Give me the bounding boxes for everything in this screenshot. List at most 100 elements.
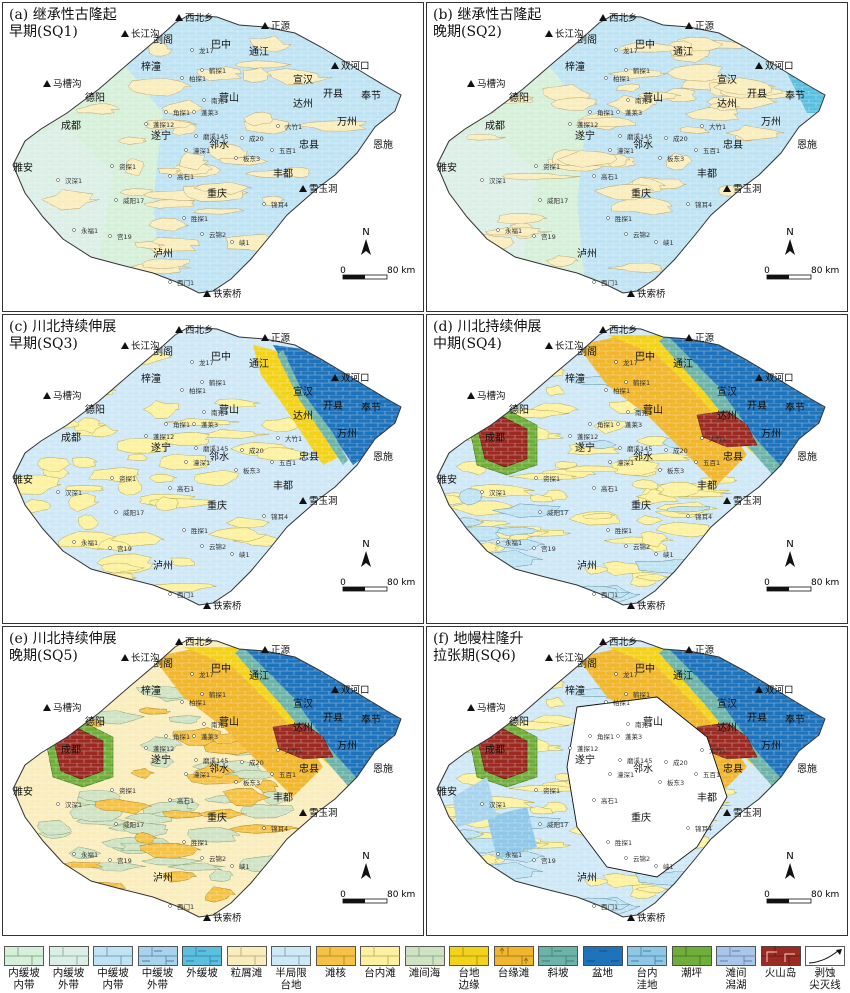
outcrop-label: 双河口 bbox=[765, 60, 794, 72]
city-label: 剑阁 bbox=[577, 345, 597, 358]
legend-swatch bbox=[627, 946, 667, 966]
well-label: 蓬探12 bbox=[153, 432, 174, 441]
city-label: 剑阁 bbox=[153, 657, 173, 670]
legend-label: 火山岛 bbox=[764, 967, 797, 979]
well-label: 永福1 bbox=[81, 850, 98, 859]
outcrop-label: 双河口 bbox=[341, 372, 370, 384]
well-label: 高石1 bbox=[601, 172, 618, 181]
panel-title: (d) 川北持续伸展 中期(SQ4) bbox=[433, 319, 542, 352]
city-label: 奉节 bbox=[785, 713, 805, 726]
well-label: 柏探1 bbox=[613, 386, 630, 395]
legend-label: 滩间 潟湖 bbox=[725, 967, 747, 991]
legend-item: 粒屑滩 bbox=[225, 946, 269, 979]
well-label: 鹤探1 bbox=[633, 690, 650, 699]
well-label: 蓬探12 bbox=[577, 432, 598, 441]
well-label: 资探1 bbox=[543, 162, 560, 171]
well-label: 龙17 bbox=[199, 670, 214, 679]
well-label: 胜探1 bbox=[615, 214, 632, 223]
city-label: 重庆 bbox=[207, 811, 227, 824]
legend-item: 外缓坡 bbox=[180, 946, 224, 979]
city-label: 达州 bbox=[717, 722, 737, 734]
well-label: 成20 bbox=[673, 134, 688, 143]
city-label: 万州 bbox=[761, 116, 781, 128]
legend-swatch bbox=[271, 946, 311, 966]
well-label: 高石1 bbox=[177, 796, 194, 805]
north-label: N bbox=[362, 227, 369, 238]
legend-item: 台地 边缘 bbox=[447, 946, 491, 991]
outcrop-label: 正源 bbox=[271, 333, 291, 344]
city-label: 雅安 bbox=[13, 473, 33, 486]
outcrop-label: 铁索桥 bbox=[637, 912, 666, 924]
city-label: 梓潼 bbox=[565, 60, 585, 73]
well-label: 板东3 bbox=[243, 154, 260, 163]
outcrop-label: 铁索桥 bbox=[637, 288, 666, 300]
well-label: 磨溪145 bbox=[203, 132, 228, 141]
outcrop-label: 长江沟 bbox=[131, 340, 160, 352]
scale-zero: 0 bbox=[340, 890, 346, 900]
well-label: 角探1 bbox=[597, 732, 614, 741]
well-label: 汉深1 bbox=[65, 488, 82, 497]
well-label: 云锦2 bbox=[633, 542, 650, 551]
outcrop-label: 正源 bbox=[271, 645, 291, 656]
legend-item: 盆地 bbox=[581, 946, 625, 979]
well-label: 锦耳4 bbox=[695, 824, 712, 833]
legend-swatch bbox=[493, 946, 534, 966]
well-label: 蓬莱3 bbox=[625, 420, 642, 429]
well-label: 五百1 bbox=[279, 147, 296, 155]
north-arrow-icon bbox=[361, 551, 371, 567]
well-label: 锦耳4 bbox=[695, 200, 712, 209]
pinch-out-line bbox=[566, 696, 728, 878]
legend-label: 斜坡 bbox=[547, 967, 569, 979]
well-label: 鹤探1 bbox=[209, 690, 226, 699]
legend-item: 中缓坡 内带 bbox=[91, 946, 135, 991]
well-label: 西门1 bbox=[601, 590, 618, 599]
map-panel-c: 剑阁 巴中 通江 梓潼 德阳 营山 宣汉 达州 开县 奉节 万州 成都 遂宁 邻水 忠县 恩施 雅安 丰都 重庆 泸州… bbox=[2, 314, 424, 624]
well-label: 磨溪145 bbox=[627, 132, 652, 141]
well-label: 柏探1 bbox=[189, 74, 206, 83]
city-label: 梓潼 bbox=[141, 60, 161, 73]
outcrop-label: 双河口 bbox=[765, 684, 794, 696]
well-label: 五百1 bbox=[703, 459, 720, 467]
well-label: 成20 bbox=[249, 446, 264, 455]
well-label: 汉深1 bbox=[489, 488, 506, 497]
outcrop-triangle-icon bbox=[755, 62, 763, 69]
city-label: 达州 bbox=[293, 722, 313, 734]
city-label: 开县 bbox=[323, 88, 343, 100]
legend-item: 滩间海 bbox=[403, 946, 447, 979]
city-label: 万州 bbox=[337, 428, 357, 440]
scale-distance: 80 km bbox=[387, 578, 415, 588]
well-label: 西门1 bbox=[177, 902, 194, 911]
city-label: 遂宁 bbox=[151, 753, 171, 766]
well-label: 柏探1 bbox=[613, 74, 630, 83]
city-label: 邻水 bbox=[633, 450, 653, 463]
scale-bar bbox=[766, 898, 812, 904]
legend-swatch bbox=[137, 946, 178, 966]
legend-item: 台内滩 bbox=[358, 946, 402, 979]
city-label: 营山 bbox=[643, 91, 663, 104]
outcrop-triangle-icon bbox=[43, 80, 51, 87]
scale-zero: 0 bbox=[764, 578, 770, 588]
city-label: 邻水 bbox=[209, 450, 229, 463]
map-panel-b: 剑阁 巴中 通江 梓潼 德阳 营山 宣汉 达州 开县 奉节 万州 成都 遂宁 邻水 忠县 恩施 雅安 丰都 重庆 泸州… bbox=[426, 2, 848, 312]
city-label: 成都 bbox=[61, 432, 81, 444]
north-arrow-icon bbox=[785, 239, 795, 255]
outcrop-triangle-icon bbox=[685, 334, 693, 341]
well-label: 成20 bbox=[249, 134, 264, 143]
scale-distance: 80 km bbox=[811, 578, 839, 588]
well-label: 宫19 bbox=[541, 856, 556, 865]
city-label: 丰都 bbox=[273, 479, 293, 492]
outcrop-triangle-icon bbox=[723, 809, 731, 816]
outcrop-triangle-icon bbox=[545, 342, 553, 349]
well-label: 鹤探1 bbox=[633, 66, 650, 75]
well-label: 胜探1 bbox=[615, 838, 632, 847]
well-label: 鹤探1 bbox=[209, 378, 226, 387]
outcrop-label: 雪玉洞 bbox=[733, 496, 762, 507]
well-label: 威阳17 bbox=[123, 508, 144, 517]
well-label: 龙17 bbox=[623, 358, 638, 367]
city-label: 梓潼 bbox=[141, 372, 161, 385]
outcrop-label: 铁索桥 bbox=[213, 288, 242, 300]
